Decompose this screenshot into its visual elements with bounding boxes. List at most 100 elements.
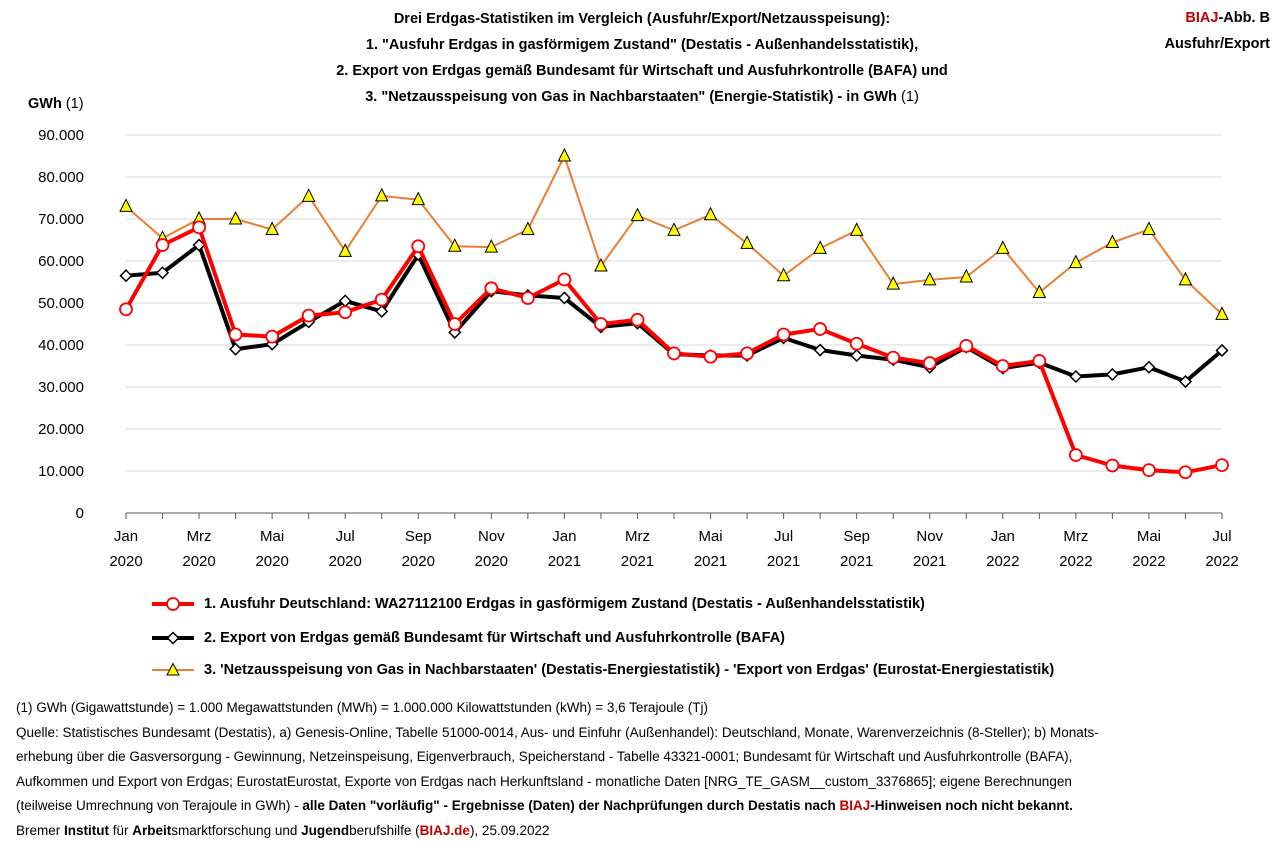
credit-text-4: Arbeit xyxy=(132,822,172,838)
x-tick-label-year: 2020 xyxy=(329,553,362,570)
y-tick-label: 20.000 xyxy=(38,421,84,438)
footnote-unit: (1) GWh (Gigawattstunde) = 1.000 Megawat… xyxy=(16,700,708,715)
footnote-credit: Bremer Institut für Arbeitsmarktforschun… xyxy=(16,819,1276,844)
data-point-circle xyxy=(1178,465,1193,480)
x-tick-label-month: Mai xyxy=(260,528,284,545)
credit-link[interactable]: BIAJ.de xyxy=(419,822,470,838)
data-point-diamond xyxy=(375,304,389,318)
x-tick-label-year: 2020 xyxy=(475,553,508,570)
figure-tag-brand: BIAJ xyxy=(1185,10,1219,26)
data-point-diamond xyxy=(229,342,243,356)
data-point-triangle xyxy=(374,187,389,202)
x-tick-label-month: Nov xyxy=(916,528,943,545)
data-point-triangle xyxy=(776,267,791,282)
data-point-circle xyxy=(228,327,243,342)
y-axis-label: GWh (1) xyxy=(28,96,84,112)
x-tick-label-year: 2021 xyxy=(621,553,654,570)
data-point-triangle xyxy=(667,222,681,236)
data-point-circle xyxy=(557,272,572,287)
footnote-preliminary-brand: BIAJ xyxy=(839,798,871,813)
x-tick-label-year: 2021 xyxy=(694,553,727,570)
y-tick-label: 60.000 xyxy=(38,253,84,270)
data-point-triangle xyxy=(1105,234,1120,249)
data-point-circle xyxy=(667,346,681,361)
data-point-circle xyxy=(740,346,754,361)
chart-title-line-4-note: (1) xyxy=(897,89,919,105)
data-point-diamond xyxy=(1069,369,1083,384)
credit-text-6: Jugend xyxy=(301,822,350,838)
x-tick-label-month: Sep xyxy=(405,528,432,545)
credit-text-5: smarktforschung und xyxy=(171,822,302,838)
x-tick-label-month: Nov xyxy=(478,528,505,545)
chart-title-line-1: Drei Erdgas-Statistiken im Vergleich (Au… xyxy=(393,11,891,27)
legend-diamond-icon xyxy=(152,631,194,645)
x-tick-label-month: Mrz xyxy=(1063,528,1088,545)
data-point-triangle xyxy=(703,206,718,221)
data-point-circle xyxy=(630,312,645,327)
data-point-circle xyxy=(594,317,608,331)
data-point-diamond xyxy=(155,266,170,280)
data-point-diamond xyxy=(557,291,571,305)
y-tick-label: 80.000 xyxy=(38,169,84,186)
data-point-triangle xyxy=(484,239,499,253)
data-point-triangle xyxy=(301,188,316,202)
data-point-triangle xyxy=(849,222,864,236)
footnote-preliminary-d: -Hinweisen noch nicht bekannt. xyxy=(870,798,1073,813)
data-point-diamond xyxy=(1142,360,1156,374)
data-point-circle xyxy=(1068,448,1083,462)
data-point-triangle xyxy=(740,235,754,249)
data-point-circle xyxy=(1032,354,1047,368)
data-point-circle xyxy=(1105,458,1120,473)
legend-label-bafa: 2. Export von Erdgas gemäß Bundesamt für… xyxy=(204,630,785,646)
chart-title-line-4: 3. "Netzausspeisung von Gas in Nachbarst… xyxy=(0,88,1284,106)
y-axis-unit-note: (1) xyxy=(61,96,84,112)
legend-item-bafa: 2. Export von Erdgas gemäß Bundesamt für… xyxy=(150,628,785,648)
line-chart: 0 10.000 20.000 30.000 40.000 50.000 60.000 70.… xyxy=(38,127,1239,570)
data-point-circle xyxy=(484,281,499,296)
x-tick-label-year: 2020 xyxy=(109,553,142,570)
data-point-triangle xyxy=(1032,284,1047,298)
data-point-circle xyxy=(995,359,1010,373)
data-point-triangle xyxy=(813,240,827,254)
data-point-diamond xyxy=(1215,343,1229,358)
data-point-circle xyxy=(1215,458,1229,473)
data-point-triangle xyxy=(228,210,243,225)
x-tick-label-month: Jul xyxy=(774,528,793,545)
legend-circle-icon xyxy=(152,597,194,611)
x-tick-label-year: 2021 xyxy=(913,553,946,570)
data-point-triangle xyxy=(886,275,901,290)
data-point-circle xyxy=(338,305,353,320)
legend-item-ausfuhr: 1. Ausfuhr Deutschland: WA27112100 Erdga… xyxy=(150,594,925,614)
data-point-circle xyxy=(301,308,316,323)
data-point-circle xyxy=(447,317,462,331)
series-line xyxy=(125,243,1224,384)
x-tick-label-month: Mrz xyxy=(625,528,650,545)
data-point-triangle xyxy=(338,243,353,257)
data-point-circle xyxy=(374,292,389,307)
series-triangle xyxy=(119,147,1229,320)
y-axis-ticks: 0 10.000 20.000 30.000 40.000 50.000 60.000 70.… xyxy=(38,127,84,522)
data-point-diamond xyxy=(119,269,133,283)
footnote-preliminary: (teilweise Umrechnung von Terajoule in G… xyxy=(16,794,1276,819)
data-point-triangle xyxy=(557,147,572,162)
series-diamond xyxy=(119,238,1229,389)
data-point-triangle xyxy=(1178,271,1193,286)
data-point-circle xyxy=(265,329,280,344)
figure-tag-label: -Abb. B xyxy=(1218,10,1270,26)
data-point-triangle xyxy=(959,268,974,283)
credit-text-7: berufshilfe ( xyxy=(349,822,420,838)
data-point-triangle xyxy=(922,271,937,286)
credit-text-2: Institut xyxy=(64,822,110,838)
y-tick-label: 10.000 xyxy=(38,463,84,480)
data-point-triangle xyxy=(1142,221,1156,235)
footnote-source-3: Aufkommen und Export von Erdgas; Eurosta… xyxy=(16,773,1072,789)
x-tick-label-month: Jul xyxy=(1212,528,1231,545)
data-point-triangle xyxy=(119,198,133,212)
chart-title-line-3: 2. Export von Erdgas gemäß Bundesamt für… xyxy=(336,63,948,79)
x-tick-label-month: Jan xyxy=(552,528,576,545)
x-tick-label-year: 2022 xyxy=(986,553,1019,570)
x-tick-label-month: Jul xyxy=(336,528,355,545)
data-point-circle xyxy=(886,350,901,365)
x-tick-label-month: Mrz xyxy=(187,528,212,545)
data-point-circle xyxy=(703,349,718,364)
